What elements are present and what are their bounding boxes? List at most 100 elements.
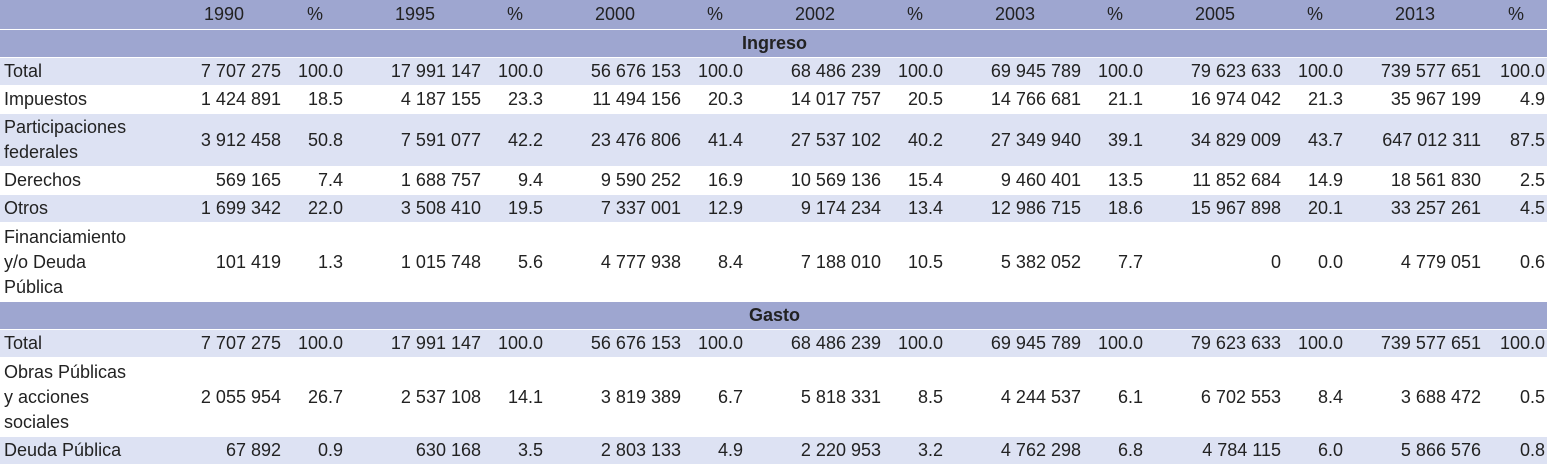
cell: 10.5 (883, 222, 945, 302)
column-header: 2003 (945, 0, 1083, 30)
cell: 18.5 (283, 85, 345, 114)
row-label: Deuda Pública (0, 436, 163, 465)
cell: 100.0 (883, 57, 945, 86)
cell: 21.1 (1083, 85, 1145, 114)
cell: 100.0 (683, 329, 745, 358)
cell: 79 623 633 (1145, 57, 1283, 86)
cell: 27 349 940 (945, 113, 1083, 167)
cell: 41.4 (683, 113, 745, 167)
cell: 0.8 (1483, 436, 1547, 465)
cell: 100.0 (683, 57, 745, 86)
cell: 17 991 147 (345, 57, 483, 86)
cell: 56 676 153 (545, 329, 683, 358)
cell: 10 569 136 (745, 166, 883, 195)
cell: 7 707 275 (163, 57, 283, 86)
row-label-line: sociales (4, 411, 70, 432)
cell: 20.3 (683, 85, 745, 114)
row-label: Total (0, 329, 163, 358)
cell: 100.0 (483, 329, 545, 358)
cell: 7.4 (283, 166, 345, 195)
cell: 7 707 275 (163, 329, 283, 358)
cell: 14 017 757 (745, 85, 883, 114)
cell: 4 779 051 (1345, 222, 1483, 302)
cell: 1 699 342 (163, 194, 283, 223)
cell: 39.1 (1083, 113, 1145, 167)
cell: 3 819 389 (545, 357, 683, 437)
cell: 569 165 (163, 166, 283, 195)
data-row: Total 7 707 275 100.0 17 991 147 100.0 56 676… (0, 329, 1547, 358)
cell: 21.3 (1283, 85, 1345, 114)
row-label: Financiamiento y/o Deuda Pública (0, 222, 163, 302)
cell: 8.5 (883, 357, 945, 437)
cell: 647 012 311 (1345, 113, 1483, 167)
column-header: % (683, 0, 745, 30)
data-row: Total 7 707 275 100.0 17 991 147 100.0 56 676… (0, 57, 1547, 86)
row-label: Obras Públicas y acciones sociales (0, 357, 163, 437)
cell: 23 476 806 (545, 113, 683, 167)
row-label: Participaciones federales (0, 113, 163, 167)
cell: 15.4 (883, 166, 945, 195)
cell: 69 945 789 (945, 57, 1083, 86)
cell: 18.6 (1083, 194, 1145, 223)
cell: 100.0 (883, 329, 945, 358)
cell: 4.5 (1483, 194, 1547, 223)
cell: 19.5 (483, 194, 545, 223)
cell: 1.3 (283, 222, 345, 302)
cell: 11 852 684 (1145, 166, 1283, 195)
cell: 6.7 (683, 357, 745, 437)
cell: 9 590 252 (545, 166, 683, 195)
cell: 6 702 553 (1145, 357, 1283, 437)
cell: 26.7 (283, 357, 345, 437)
cell: 14.1 (483, 357, 545, 437)
cell: 35 967 199 (1345, 85, 1483, 114)
cell: 7.7 (1083, 222, 1145, 302)
column-header: 1995 (345, 0, 483, 30)
row-label-line: Participaciones (4, 117, 127, 137)
cell: 4 244 537 (945, 357, 1083, 437)
cell: 13.5 (1083, 166, 1145, 195)
cell: 100.0 (1083, 57, 1145, 86)
cell: 7 591 077 (345, 113, 483, 167)
cell: 12 986 715 (945, 194, 1083, 223)
cell: 69 945 789 (945, 329, 1083, 358)
column-header: % (1083, 0, 1145, 30)
cell: 5.6 (483, 222, 545, 302)
cell: 20.1 (1283, 194, 1345, 223)
cell: 17 991 147 (345, 329, 483, 358)
data-row: Participaciones federales 3 912 458 50.8 7 5… (0, 113, 1547, 167)
cell: 4 784 115 (1145, 436, 1283, 465)
cell: 100.0 (1483, 329, 1547, 358)
cell: 4 762 298 (945, 436, 1083, 465)
row-label-line: Pública (4, 276, 64, 297)
cell: 2 803 133 (545, 436, 683, 465)
column-header: % (1483, 0, 1547, 30)
cell: 42.2 (483, 113, 545, 167)
cell: 13.4 (883, 194, 945, 223)
row-label-line: Deuda Pública (4, 440, 122, 460)
cell: 9.4 (483, 166, 545, 195)
cell: 27 537 102 (745, 113, 883, 167)
cell: 739 577 651 (1345, 329, 1483, 358)
column-header: % (1283, 0, 1345, 30)
cell: 3 912 458 (163, 113, 283, 167)
row-label-line: federales (4, 142, 79, 162)
cell: 68 486 239 (745, 57, 883, 86)
cell: 16 974 042 (1145, 85, 1283, 114)
cell: 8.4 (683, 222, 745, 302)
column-header: 2013 (1345, 0, 1483, 30)
cell: 0.5 (1483, 357, 1547, 437)
cell: 1 015 748 (345, 222, 483, 302)
cell: 40.2 (883, 113, 945, 167)
cell: 11 494 156 (545, 85, 683, 114)
cell: 50.8 (283, 113, 345, 167)
data-row: Deuda Pública 67 892 0.9 630 168 3.5 2 803 13… (0, 436, 1547, 465)
cell: 100.0 (483, 57, 545, 86)
cell: 4 777 938 (545, 222, 683, 302)
cell: 12.9 (683, 194, 745, 223)
header-row: 1990% 1995% 2000% 2002% 2003% 2005% 2013% (0, 0, 1547, 30)
data-row: Otros 1 699 342 22.0 3 508 410 19.5 7 337 001… (0, 194, 1547, 223)
cell: 5 818 331 (745, 357, 883, 437)
cell: 0.9 (283, 436, 345, 465)
